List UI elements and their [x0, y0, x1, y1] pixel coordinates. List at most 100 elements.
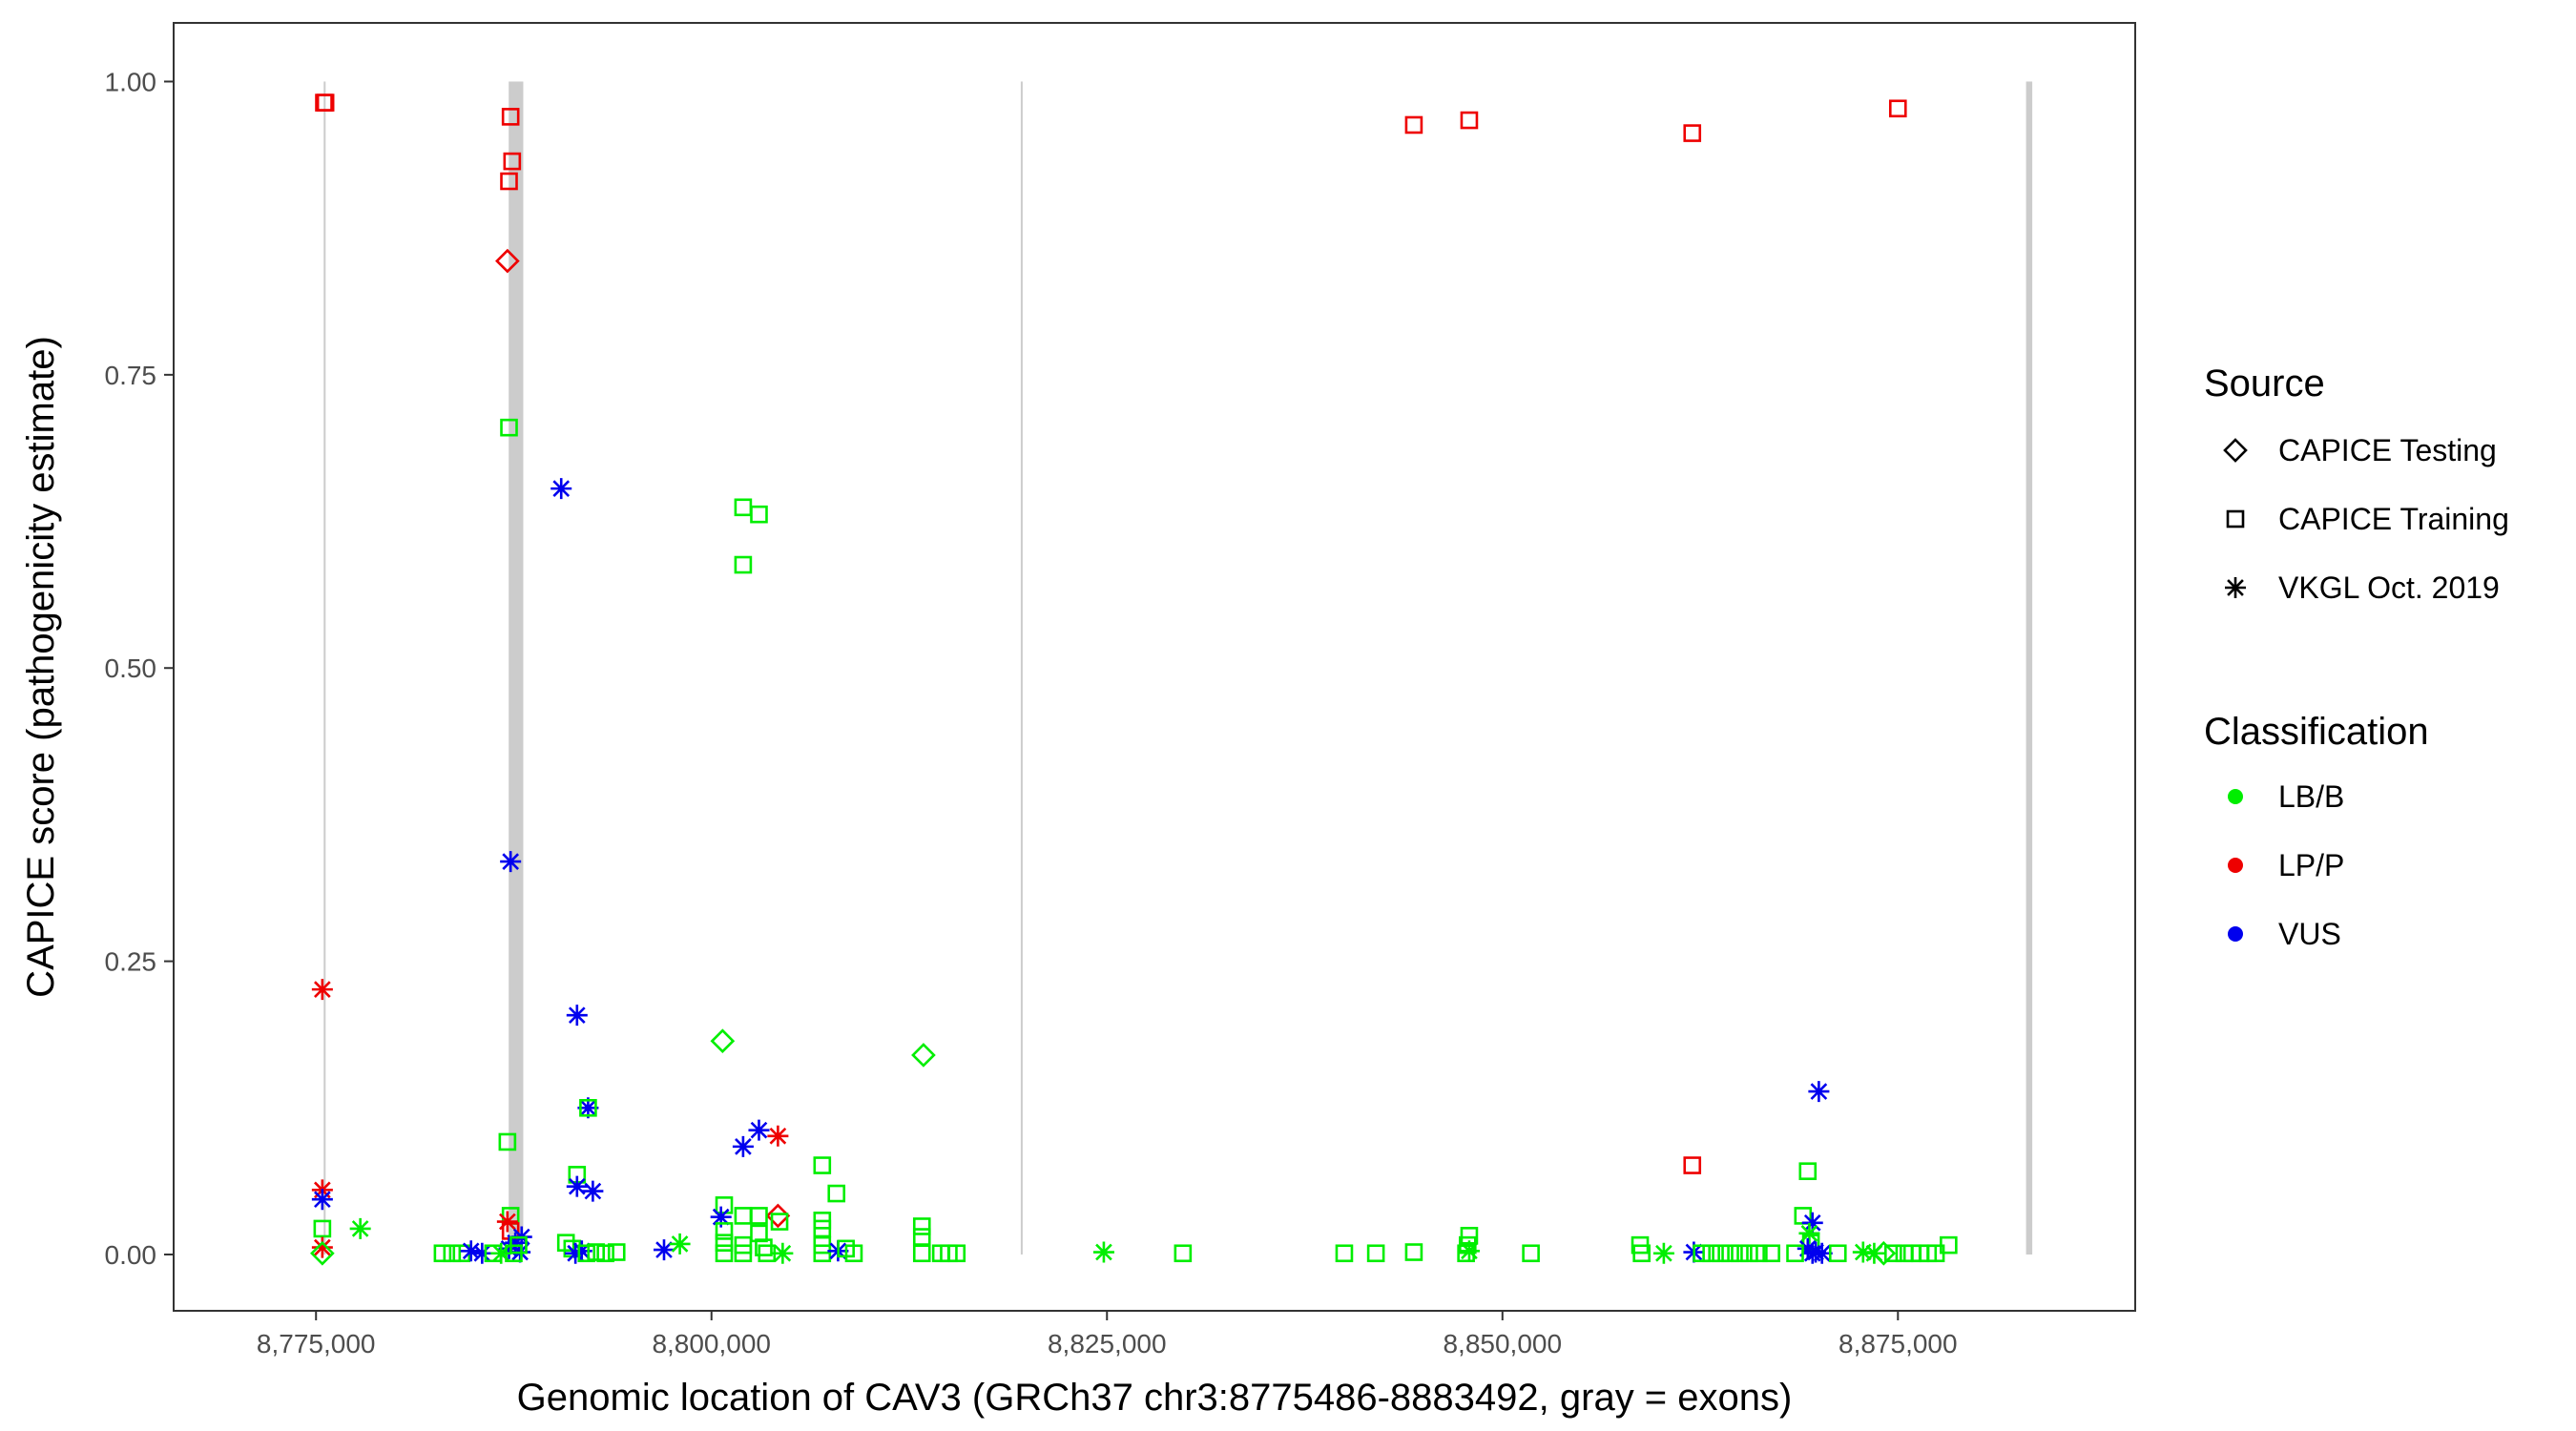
data-point-square	[579, 1098, 597, 1117]
y-tick-label: 0.25	[105, 947, 157, 977]
data-point-square	[750, 505, 768, 524]
data-point-square	[715, 1234, 734, 1252]
data-point-square	[1828, 1244, 1847, 1263]
data-point-square	[500, 418, 518, 437]
data-point-diamond	[710, 1028, 736, 1054]
data-point-star	[349, 1217, 371, 1239]
data-point-square	[770, 1213, 789, 1231]
data-point-square	[813, 1244, 832, 1263]
data-point-star	[471, 1242, 493, 1264]
data-point-square	[827, 1184, 846, 1203]
data-point-square	[1522, 1244, 1540, 1263]
x-tick-label: 8,850,000	[1443, 1329, 1562, 1358]
data-point-star	[1808, 1081, 1830, 1103]
data-point-square	[1366, 1244, 1385, 1263]
data-point-square	[498, 1132, 517, 1151]
legend-entry-square: CAPICE Training	[2226, 502, 2509, 536]
data-point-star	[1801, 1212, 1823, 1234]
data-point-star	[311, 1189, 333, 1211]
data-point-square	[1460, 111, 1479, 130]
legend-color-dot	[2228, 858, 2243, 873]
data-point-square	[316, 93, 335, 112]
legend-label: CAPICE Testing	[2278, 433, 2497, 467]
legend-classification-title: Classification	[2204, 711, 2429, 753]
data-point-square	[500, 172, 518, 191]
data-point-square	[1683, 1156, 1702, 1174]
data-point-square	[443, 1244, 462, 1263]
exon-band	[1020, 81, 1023, 1255]
data-point-star	[1652, 1242, 1674, 1264]
data-point-square	[912, 1217, 931, 1235]
data-point-star	[498, 1237, 520, 1259]
exon-band	[2025, 81, 2033, 1255]
legend-color-dot	[2228, 789, 2243, 804]
y-tick-label: 1.00	[105, 67, 157, 96]
data-point-diamond	[310, 1240, 335, 1266]
legend-entry-lb-b: LB/B	[2228, 779, 2344, 814]
legend-entry-diamond: CAPICE Testing	[2223, 433, 2497, 467]
data-point-square	[433, 1244, 452, 1263]
data-point-star	[772, 1242, 794, 1264]
data-point-star	[748, 1119, 770, 1141]
y-axis: 0.00 0.25 0.50 0.75 1.00	[105, 67, 174, 1270]
data-points	[310, 93, 1958, 1266]
data-point-star	[1458, 1240, 1480, 1262]
data-point-star	[654, 1239, 675, 1261]
data-point-star	[1798, 1222, 1820, 1244]
data-point-square	[1683, 124, 1702, 142]
data-point-square	[755, 1238, 773, 1256]
data-point-square	[715, 1244, 734, 1263]
legend-color-dot	[2228, 926, 2243, 942]
data-point-star	[551, 478, 572, 500]
data-point-star	[565, 1242, 587, 1264]
data-point-square	[607, 1243, 626, 1261]
legend: Source CAPICE Testing CAPICE Training VKGL…	[2204, 363, 2509, 951]
data-point-square	[596, 1244, 614, 1263]
data-point-square	[1335, 1244, 1354, 1263]
data-point-star	[571, 1240, 592, 1262]
exon-band	[509, 81, 524, 1255]
data-point-star	[500, 851, 522, 873]
data-point-square	[734, 1244, 753, 1263]
plot-panel	[174, 23, 2135, 1311]
data-point-star	[732, 1135, 754, 1157]
x-tick-label: 8,875,000	[1839, 1329, 1958, 1358]
data-point-square	[1740, 1244, 1758, 1263]
data-point-square	[1731, 1244, 1749, 1263]
data-point-square	[750, 1207, 768, 1225]
data-point-square	[1884, 1244, 1902, 1263]
data-point-star	[1811, 1242, 1833, 1264]
data-point-star	[669, 1233, 691, 1255]
data-point-star	[582, 1180, 604, 1202]
y-axis-title: CAPICE score (pathogenicity estimate)	[20, 336, 62, 998]
data-point-diamond	[765, 1203, 791, 1229]
x-axis: 8,775,000 8,800,000 8,825,000 8,850,000 8,87…	[257, 1311, 1958, 1358]
data-point-square	[1404, 115, 1423, 135]
plot-panel-border	[173, 22, 2136, 1312]
data-point-square	[1693, 1244, 1711, 1263]
x-axis-title: Genomic location of CAV3 (GRCh37 chr3:87…	[517, 1377, 1793, 1419]
data-point-square	[813, 1156, 832, 1174]
legend-entry-vus: VUS	[2228, 917, 2341, 951]
data-point-square	[556, 1234, 575, 1252]
data-point-star	[566, 1175, 588, 1197]
data-point-square	[1798, 1162, 1818, 1180]
data-point-square	[1721, 1244, 1739, 1263]
data-point-square	[1888, 99, 1907, 118]
legend-key-square	[2226, 509, 2245, 529]
data-point-square	[912, 1244, 931, 1263]
data-point-square	[587, 1243, 606, 1261]
legend-source-entries: CAPICE Testing CAPICE Training VKGL Oct. 2…	[2223, 433, 2509, 605]
legend-source-title: Source	[2204, 363, 2325, 404]
data-point-square	[1786, 1244, 1804, 1263]
legend-classification-entries: LB/B LP/P VUS	[2228, 779, 2344, 951]
x-tick-label: 8,825,000	[1048, 1329, 1167, 1358]
data-point-star	[566, 1005, 588, 1027]
legend-key-star	[2225, 577, 2246, 598]
data-point-star	[767, 1125, 789, 1147]
data-point-star	[496, 1211, 518, 1233]
legend-label: VKGL Oct. 2019	[2278, 570, 2500, 605]
y-tick-label: 0.75	[105, 361, 157, 390]
legend-label: CAPICE Training	[2278, 502, 2509, 536]
